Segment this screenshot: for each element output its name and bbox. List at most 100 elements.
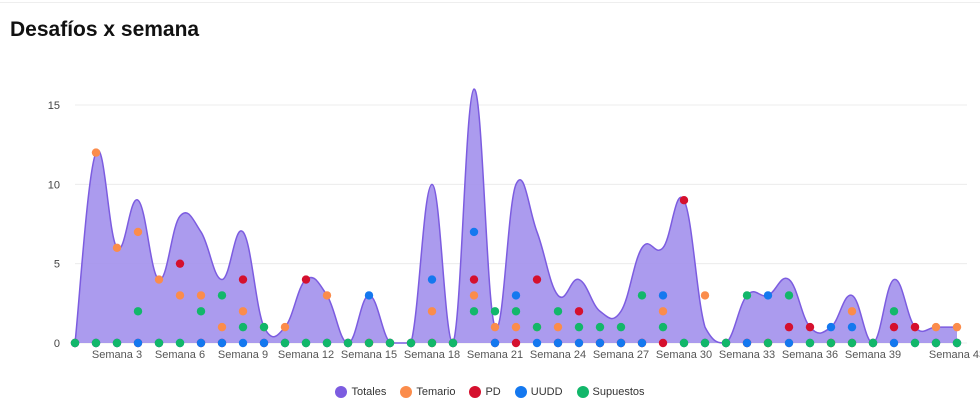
legend-label-uudd: UUDD bbox=[530, 386, 563, 398]
uudd-point bbox=[763, 291, 773, 300]
supuestos-point bbox=[931, 338, 941, 348]
legend-swatch-totales bbox=[335, 386, 348, 398]
uudd-point bbox=[595, 338, 605, 348]
supuestos-point bbox=[238, 322, 248, 332]
supuestos-point bbox=[70, 338, 80, 348]
supuestos-point bbox=[889, 307, 899, 316]
pd-point bbox=[469, 275, 479, 284]
temario-point bbox=[847, 307, 857, 316]
x-tick-label: Semana 3 bbox=[92, 349, 142, 361]
legend-label-temario: Temario bbox=[416, 386, 456, 398]
uudd-point bbox=[889, 338, 899, 348]
x-tick-label: Semana 36 bbox=[782, 349, 838, 361]
pd-point bbox=[679, 196, 689, 205]
pd-point bbox=[574, 307, 584, 316]
supuestos-point bbox=[448, 338, 458, 348]
temario-point bbox=[91, 148, 101, 157]
supuestos-point bbox=[343, 338, 353, 348]
supuestos-point bbox=[721, 338, 731, 348]
uudd-point bbox=[238, 338, 248, 348]
top-divider bbox=[0, 2, 980, 3]
supuestos-point bbox=[259, 322, 269, 332]
legend-item-temario[interactable]: Temario bbox=[400, 386, 455, 398]
temario-point bbox=[196, 291, 206, 300]
temario-point bbox=[952, 322, 962, 332]
x-tick-label: Semana 30 bbox=[656, 349, 712, 361]
supuestos-point bbox=[469, 307, 479, 316]
pd-point bbox=[238, 275, 248, 284]
pd-point bbox=[784, 322, 794, 332]
temario-point bbox=[175, 291, 185, 300]
legend-swatch-uudd bbox=[514, 386, 527, 398]
x-tick-label: Semana 12 bbox=[278, 349, 334, 361]
supuestos-point bbox=[217, 291, 227, 300]
pd-point bbox=[910, 322, 920, 332]
supuestos-point bbox=[301, 338, 311, 348]
pd-point bbox=[301, 275, 311, 284]
supuestos-point bbox=[700, 338, 710, 348]
temario-point bbox=[427, 307, 437, 316]
uudd-point bbox=[553, 338, 563, 348]
supuestos-point bbox=[616, 322, 626, 332]
temario-point bbox=[700, 291, 710, 300]
x-tick-label: Semana 24 bbox=[530, 349, 586, 361]
temario-point bbox=[133, 227, 143, 237]
uudd-point bbox=[133, 338, 143, 348]
supuestos-point bbox=[511, 307, 521, 316]
supuestos-point bbox=[679, 338, 689, 348]
uudd-point bbox=[658, 291, 668, 300]
temario-point bbox=[469, 291, 479, 300]
y-tick-label: 0 bbox=[54, 338, 60, 350]
supuestos-point bbox=[406, 338, 416, 348]
supuestos-point bbox=[490, 307, 500, 316]
uudd-point bbox=[427, 275, 437, 284]
legend-item-totales[interactable]: Totales bbox=[335, 386, 386, 398]
legend-item-supuestos[interactable]: Supuestos bbox=[576, 386, 645, 398]
uudd-point bbox=[469, 227, 479, 237]
supuestos-point bbox=[574, 322, 584, 332]
legend-swatch-temario bbox=[400, 386, 413, 398]
x-tick-label: Semana 6 bbox=[155, 349, 205, 361]
x-tick-label: Semana 21 bbox=[467, 349, 523, 361]
supuestos-point bbox=[784, 291, 794, 300]
uudd-point bbox=[826, 322, 836, 332]
y-tick-label: 5 bbox=[54, 259, 60, 271]
temario-point bbox=[511, 322, 521, 332]
supuestos-point bbox=[742, 291, 752, 300]
uudd-point bbox=[616, 338, 626, 348]
uudd-point bbox=[364, 291, 374, 300]
supuestos-point bbox=[805, 338, 815, 348]
legend-item-uudd[interactable]: UUDD bbox=[514, 386, 563, 398]
chart-title: Desafíos x semana bbox=[10, 18, 200, 41]
temario-point bbox=[238, 307, 248, 316]
temario-point bbox=[931, 322, 941, 332]
supuestos-point bbox=[910, 338, 920, 348]
legend-label-supuestos: Supuestos bbox=[592, 386, 645, 398]
temario-point bbox=[658, 307, 668, 316]
supuestos-point bbox=[637, 291, 647, 300]
uudd-point bbox=[217, 338, 227, 348]
supuestos-point bbox=[385, 338, 395, 348]
legend-label-pd: PD bbox=[485, 386, 501, 398]
legend-item-pd[interactable]: PD bbox=[469, 386, 501, 398]
x-tick-label: Semana 43 bbox=[929, 349, 980, 361]
uudd-point bbox=[196, 338, 206, 348]
supuestos-point bbox=[658, 322, 668, 332]
supuestos-point bbox=[952, 338, 962, 348]
pd-point bbox=[511, 338, 521, 348]
supuestos-point bbox=[532, 322, 542, 332]
pd-point bbox=[175, 259, 185, 268]
uudd-point bbox=[847, 322, 857, 332]
supuestos-point bbox=[364, 338, 374, 348]
supuestos-point bbox=[322, 338, 332, 348]
y-tick-label: 10 bbox=[48, 179, 60, 191]
supuestos-point bbox=[280, 338, 290, 348]
x-tick-label: Semana 33 bbox=[719, 349, 775, 361]
temario-point bbox=[322, 291, 332, 300]
uudd-point bbox=[532, 338, 542, 348]
totales-area bbox=[75, 89, 957, 343]
supuestos-point bbox=[868, 338, 878, 348]
legend-swatch-pd bbox=[469, 386, 482, 398]
supuestos-point bbox=[553, 307, 563, 316]
x-tick-label: Semana 18 bbox=[404, 349, 460, 361]
